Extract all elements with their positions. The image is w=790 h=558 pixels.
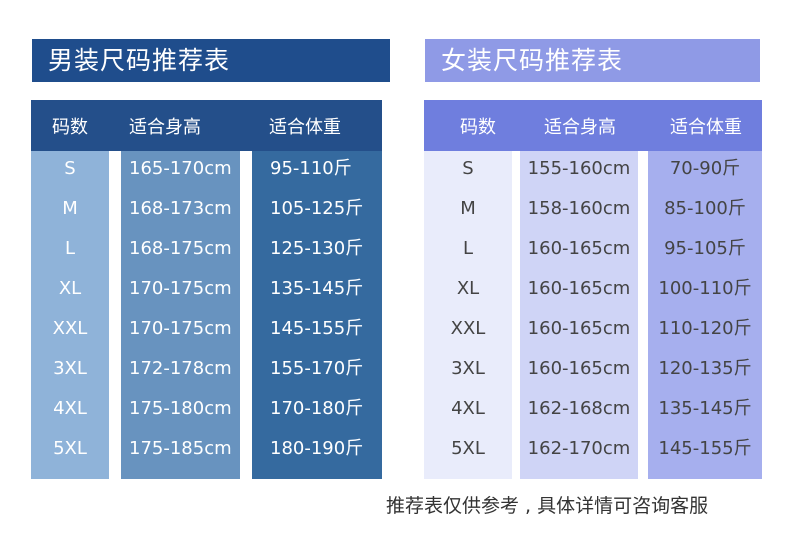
women-weight-column: 70-90斤 85-100斤 95-105斤 100-110斤 110-120斤 120-… [648, 151, 762, 479]
women-size-cell-2: L [462, 238, 474, 259]
men-height-cell-2: 168-175cm [129, 238, 232, 259]
women-size-cell-0: S [462, 158, 474, 179]
men-height-cell-6: 175-180cm [129, 398, 232, 419]
women-table-header: 码数 适合身高 适合体重 [424, 100, 762, 151]
women-height-column: 155-160cm 158-160cm 160-165cm 160-165cm 160-… [520, 151, 638, 479]
women-weight-cell-4: 110-120斤 [658, 318, 752, 339]
women-header-size: 码数 [460, 117, 496, 138]
men-weight-cell-1: 105-125斤 [270, 198, 364, 219]
men-height-cell-5: 172-178cm [129, 358, 232, 379]
women-height-cell-7: 162-170cm [527, 438, 631, 459]
women-weight-cell-7: 145-155斤 [658, 438, 752, 459]
men-size-cell-2: L [64, 238, 76, 259]
women-weight-cell-5: 120-135斤 [658, 358, 752, 379]
women-size-chart-title: 女装尺码推荐表 [425, 39, 760, 82]
men-size-column: S M L XL XXL 3XL 4XL 5XL [31, 151, 109, 479]
women-size-column: S M L XL XXL 3XL 4XL 5XL [424, 151, 512, 479]
women-size-cell-1: M [460, 198, 476, 219]
women-size-cell-4: XXL [450, 318, 486, 339]
women-size-cell-6: 4XL [451, 398, 485, 419]
men-height-cell-3: 170-175cm [129, 278, 232, 299]
women-weight-cell-6: 135-145斤 [658, 398, 752, 419]
men-size-cell-4: XXL [52, 318, 88, 339]
men-height-cell-1: 168-173cm [129, 198, 232, 219]
women-weight-cell-0: 70-90斤 [669, 158, 741, 179]
men-weight-cell-4: 145-155斤 [270, 318, 364, 339]
men-table-header: 码数 适合身高 适合体重 [31, 100, 382, 151]
women-height-cell-0: 155-160cm [527, 158, 631, 179]
men-size-cell-0: S [64, 158, 76, 179]
men-weight-cell-7: 180-190斤 [270, 438, 364, 459]
men-height-cell-7: 175-185cm [129, 438, 232, 459]
men-weight-cell-3: 135-145斤 [270, 278, 364, 299]
men-height-cell-0: 165-170cm [129, 158, 232, 179]
women-weight-cell-3: 100-110斤 [658, 278, 752, 299]
men-weight-column: 95-110斤 105-125斤 125-130斤 135-145斤 145-155斤 1… [252, 151, 382, 479]
men-weight-cell-2: 125-130斤 [270, 238, 364, 259]
women-height-cell-1: 158-160cm [527, 198, 631, 219]
men-size-cell-6: 4XL [53, 398, 87, 419]
women-height-cell-4: 160-165cm [527, 318, 631, 339]
men-header-weight: 适合体重 [269, 117, 341, 138]
women-weight-cell-1: 85-100斤 [664, 198, 746, 219]
men-height-cell-4: 170-175cm [129, 318, 232, 339]
women-weight-cell-2: 95-105斤 [664, 238, 746, 259]
women-size-cell-5: 3XL [451, 358, 485, 379]
men-weight-cell-6: 170-180斤 [270, 398, 364, 419]
women-header-weight: 适合体重 [670, 117, 742, 138]
women-height-cell-3: 160-165cm [527, 278, 631, 299]
men-size-cell-1: M [62, 198, 78, 219]
men-size-cell-3: XL [58, 278, 82, 299]
men-size-cell-7: 5XL [53, 438, 87, 459]
men-size-chart-title: 男装尺码推荐表 [32, 39, 390, 82]
men-weight-cell-0: 95-110斤 [270, 158, 352, 179]
men-size-cell-5: 3XL [53, 358, 87, 379]
women-header-height: 适合身高 [544, 117, 616, 138]
men-header-height: 适合身高 [129, 117, 201, 138]
men-header-size: 码数 [52, 117, 88, 138]
footer-note: 推荐表仅供参考 , 具体详情可咨询客服 [386, 495, 709, 517]
men-height-column: 165-170cm 168-173cm 168-175cm 170-175cm 170-… [121, 151, 240, 479]
men-weight-cell-5: 155-170斤 [270, 358, 364, 379]
women-height-cell-6: 162-168cm [527, 398, 631, 419]
women-size-cell-7: 5XL [451, 438, 485, 459]
women-height-cell-5: 160-165cm [527, 358, 631, 379]
women-height-cell-2: 160-165cm [527, 238, 631, 259]
women-size-cell-3: XL [456, 278, 480, 299]
